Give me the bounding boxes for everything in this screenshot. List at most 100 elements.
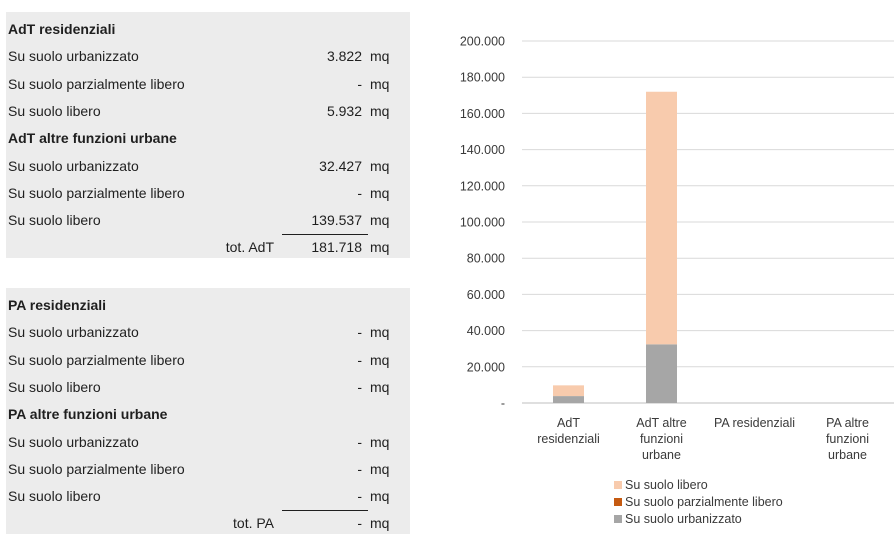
table-row: Su suolo libero 5.932 mq — [6, 98, 410, 125]
x-category-label: urbane — [642, 448, 681, 462]
x-category-label: AdT altre — [636, 416, 687, 430]
row-label: Su suolo parzialmente libero — [8, 460, 185, 477]
x-category-label: AdT — [557, 416, 580, 430]
table-row: Su suolo urbanizzato - mq — [6, 429, 410, 456]
y-tick-label: 200.000 — [460, 35, 505, 49]
legend-item: Su suolo libero — [614, 477, 783, 494]
row-label: Su suolo libero — [8, 212, 101, 229]
table-row: Su suolo urbanizzato - mq — [6, 319, 410, 346]
y-tick-label: 140.000 — [460, 143, 505, 157]
chart-legend: Su suolo libero Su suolo parzialmente lib… — [614, 477, 783, 528]
y-tick-label: 60.000 — [467, 288, 505, 302]
bar-segment — [646, 344, 677, 403]
total-divider — [282, 510, 368, 512]
bar-segment — [646, 91, 677, 345]
row-value: - — [357, 75, 362, 92]
row-label: Su suolo parzialmente libero — [8, 184, 185, 201]
x-category-label: funzioni — [826, 432, 869, 446]
y-tick-label: - — [501, 397, 505, 411]
table-row: Su suolo libero - mq — [6, 374, 410, 401]
total-divider — [282, 234, 368, 236]
x-category-label: PA altre — [826, 416, 869, 430]
y-tick-label: 100.000 — [460, 216, 505, 230]
y-tick-label: 160.000 — [460, 107, 505, 121]
row-label: Su suolo urbanizzato — [8, 48, 139, 65]
row-label: Su suolo libero — [8, 378, 101, 395]
row-unit: mq — [370, 460, 390, 477]
row-value: - — [357, 433, 362, 450]
row-unit: mq — [370, 351, 390, 368]
table-row: Su suolo parzialmente libero - mq — [6, 180, 410, 207]
row-value: 32.427 — [319, 157, 362, 174]
x-category-label: urbane — [828, 448, 867, 462]
row-unit: mq — [370, 488, 390, 505]
table-background — [6, 12, 410, 259]
row-value: 139.537 — [311, 212, 362, 229]
row-label: Su suolo parzialmente libero — [8, 75, 185, 92]
x-category-label: funzioni — [640, 432, 683, 446]
y-tick-label: 120.000 — [460, 179, 505, 193]
row-value: - — [357, 324, 362, 341]
row-value: 5.932 — [326, 102, 362, 119]
bar-segment — [553, 396, 584, 403]
row-value: - — [357, 488, 362, 505]
legend-swatch — [614, 481, 622, 489]
row-label: PA altre funzioni urbane — [8, 406, 168, 423]
legend-label: Su suolo parzialmente libero — [625, 495, 783, 509]
row-label: Su suolo libero — [8, 488, 101, 505]
row-label: Su suolo parzialmente libero — [8, 351, 185, 368]
legend-item: Su suolo urbanizzato — [614, 511, 783, 528]
total-row: tot. PA - mq — [6, 510, 410, 537]
table-row: Su suolo urbanizzato 3.822 mq — [6, 43, 410, 70]
table-row: Su suolo parzialmente libero - mq — [6, 71, 410, 98]
row-value: - — [357, 378, 362, 395]
row-unit: mq — [370, 102, 390, 119]
table-row: Su suolo parzialmente libero - mq — [6, 456, 410, 483]
row-unit: mq — [370, 157, 390, 174]
legend-label: Su suolo urbanizzato — [625, 512, 742, 526]
row-value: - — [357, 460, 362, 477]
row-unit: mq — [370, 75, 390, 92]
table-row: Su suolo parzialmente libero - mq — [6, 347, 410, 374]
row-label: Su suolo urbanizzato — [8, 157, 139, 174]
table-row: Su suolo libero 139.537 mq — [6, 207, 410, 234]
total-label: tot. PA — [233, 515, 274, 532]
table-section-heading: AdT altre funzioni urbane — [6, 125, 410, 152]
row-label: Su suolo urbanizzato — [8, 324, 139, 341]
table-section-heading: PA altre funzioni urbane — [6, 401, 410, 428]
legend-label: Su suolo libero — [625, 478, 708, 492]
row-unit: mq — [370, 378, 390, 395]
row-unit: mq — [370, 212, 390, 229]
legend-item: Su suolo parzialmente libero — [614, 494, 783, 511]
y-tick-label: 20.000 — [467, 360, 505, 374]
table-row: Su suolo libero - mq — [6, 483, 410, 510]
row-unit: mq — [370, 48, 390, 65]
row-unit: mq — [370, 433, 390, 450]
row-value: - — [357, 184, 362, 201]
x-category-label: PA residenziali — [714, 416, 795, 430]
table-background — [6, 288, 410, 535]
x-category-label: residenziali — [537, 432, 600, 446]
row-label: AdT residenziali — [8, 21, 116, 37]
bar-segment — [553, 385, 584, 397]
total-unit: mq — [370, 239, 390, 256]
y-tick-label: 40.000 — [467, 324, 505, 338]
y-tick-label: 80.000 — [467, 252, 505, 266]
y-tick-label: 180.000 — [460, 71, 505, 85]
row-label: Su suolo urbanizzato — [8, 433, 139, 450]
total-unit: mq — [370, 515, 390, 532]
total-value: - — [357, 515, 362, 532]
row-value: - — [357, 351, 362, 368]
total-row: tot. AdT 181.718 mq — [6, 234, 410, 261]
row-label: Su suolo libero — [8, 102, 101, 119]
row-label: AdT altre funzioni urbane — [8, 130, 177, 147]
table-section-heading: AdT residenziali — [6, 16, 410, 43]
total-label: tot. AdT — [225, 239, 274, 256]
row-unit: mq — [370, 184, 390, 201]
table-row: Su suolo urbanizzato 32.427 mq — [6, 153, 410, 180]
table-section-heading: PA residenziali — [6, 292, 410, 319]
total-value: 181.718 — [311, 239, 362, 256]
legend-swatch — [614, 498, 622, 506]
legend-swatch — [614, 515, 622, 523]
